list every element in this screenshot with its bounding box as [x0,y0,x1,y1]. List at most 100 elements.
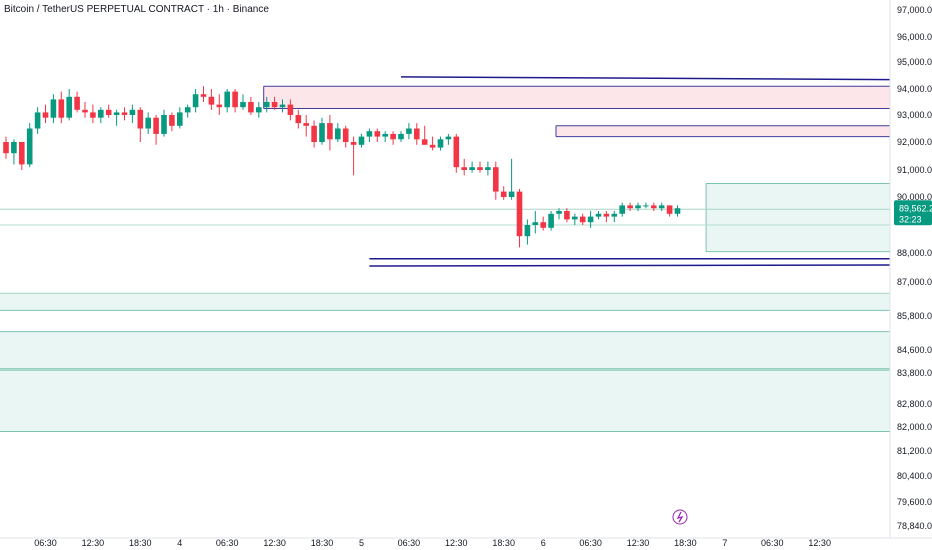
candle-body [327,123,333,140]
candle-body [374,131,381,137]
zone-demand [0,331,890,369]
level-line [369,264,932,267]
zone-demand [0,370,890,432]
candle-body [564,211,570,220]
candle-body [556,211,562,214]
candle-body [90,112,96,118]
zone-demand [0,293,890,311]
y-tick-label: 97,000.0 [897,5,932,15]
price-axis [890,0,932,550]
x-tick-label: 12:30 [263,538,286,548]
y-tick-label: 96,000.0 [897,32,932,42]
candle-body [177,112,183,126]
x-tick-label: 4 [177,538,182,548]
candle-body [113,112,120,115]
candle-body [603,213,610,217]
x-tick-label: 7 [722,538,727,548]
candle-body [461,167,467,170]
candle-body [540,222,546,228]
candle-body [263,102,270,108]
candle-body [342,128,349,142]
last-price-value: 89,562.2 [899,203,932,213]
x-tick-label: 12:30 [627,538,650,548]
candle-body [161,115,167,134]
candle-body [595,213,602,217]
candle-body [295,115,302,124]
candle-body [271,102,278,108]
candle-body [19,142,25,165]
candle-body [382,133,388,137]
candle-body [674,208,681,214]
candle-body [516,191,523,237]
x-tick-label: 06:30 [761,538,784,548]
y-tick-label: 85,800.0 [897,311,932,321]
candle-body [406,128,412,134]
y-tick-label: 92,000.0 [897,137,932,147]
x-tick-label: 06:30 [398,538,421,548]
candle-body [350,142,357,145]
candle-body [508,191,515,197]
candle-body [224,91,230,108]
x-tick-label: 06:30 [216,538,239,548]
candle-body [98,109,104,118]
candle-body [34,112,41,129]
candle-body [651,205,657,209]
x-tick-label: 18:30 [674,538,697,548]
candle-body [129,109,136,115]
candle-body [524,225,531,237]
candle-body [477,167,483,170]
candle-body [398,133,404,140]
zone-supply [263,86,890,109]
candle-body [390,133,396,140]
candle-body [121,112,128,115]
candle-body [319,123,325,142]
candle-body [429,144,436,148]
candle-body [572,216,578,220]
candle-body [137,109,144,129]
x-tick-label: 18:30 [129,538,152,548]
candle-body [216,104,223,108]
y-tick-label: 95,000.0 [897,57,932,67]
candle-body [240,102,246,108]
x-tick-label: 12:30 [445,538,468,548]
candle-body [587,216,594,223]
candle-body [66,96,72,118]
y-tick-label: 87,000.0 [897,277,932,287]
candle-body [169,115,175,126]
y-tick-label: 79,600.0 [897,497,932,507]
candle-body [184,107,191,113]
candle-body [579,216,586,223]
x-tick-label: 12:30 [808,538,831,548]
x-tick-label: 06:30 [579,538,602,548]
candle-body [414,128,420,140]
candle-body [548,213,554,228]
candle-body [256,107,262,113]
candle-body [500,191,507,197]
last-price-countdown: 32:23 [899,214,922,224]
candle-body [611,213,618,217]
candle-body [619,205,625,214]
y-tick-label: 80,400.0 [897,471,932,481]
y-tick-label: 94,000.0 [897,84,932,94]
candle-body [74,96,80,110]
candle-body [358,136,365,145]
y-tick-label: 90,000.0 [897,192,932,202]
zone-demand [706,183,890,252]
candle-body [232,91,238,108]
y-tick-label: 81,200.0 [897,446,932,456]
candle-body [153,117,159,134]
candle-body [311,125,317,142]
candle-body [42,112,49,118]
x-tick-label: 12:30 [82,538,105,548]
x-tick-label: 6 [541,538,546,548]
candle-body [366,131,373,137]
y-tick-label: 91,000.0 [897,165,932,175]
x-tick-label: 06:30 [34,538,57,548]
candle-body [105,109,112,115]
x-tick-label: 5 [359,538,364,548]
y-tick-label: 93,000.0 [897,110,932,120]
candle-body [11,142,17,154]
candle-body [627,205,633,209]
